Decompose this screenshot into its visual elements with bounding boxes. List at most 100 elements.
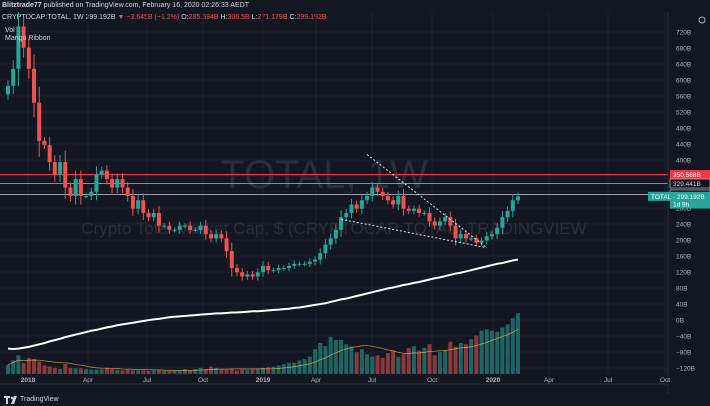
volume-bar xyxy=(261,367,265,374)
volume-bar xyxy=(208,366,213,374)
candle-body xyxy=(177,225,182,230)
volume-bar xyxy=(463,344,468,374)
candle-body xyxy=(208,234,213,239)
volume-bar xyxy=(318,343,323,374)
candle-body xyxy=(266,265,271,271)
candle-body xyxy=(385,196,390,201)
candle-body xyxy=(214,234,219,239)
price-tag-box xyxy=(669,178,710,189)
price-tag-label: 1d 9h xyxy=(673,202,690,209)
mango-ribbon-legend[interactable]: Mango Ribbon xyxy=(5,35,51,42)
volume-bar xyxy=(214,367,219,374)
candle-body xyxy=(453,225,458,239)
volume-bar xyxy=(255,368,260,374)
y-tick-label: 640B xyxy=(676,62,691,69)
price-tag-box xyxy=(648,191,710,201)
volume-bar xyxy=(21,362,26,374)
volume-bar xyxy=(240,369,245,374)
candle-body xyxy=(448,217,453,226)
volume-bar xyxy=(130,370,135,374)
volume-bar xyxy=(401,354,406,374)
candle-body xyxy=(63,162,68,188)
grid xyxy=(0,12,668,374)
y-tick-label: 280B xyxy=(676,206,691,213)
volume-bar xyxy=(391,350,396,374)
chart-header: Blitztrade77 published on TradingView.co… xyxy=(2,0,326,21)
y-tick-label: 400B xyxy=(676,158,691,165)
candle-body xyxy=(234,268,239,273)
volume-bar xyxy=(84,369,89,374)
volume-bar xyxy=(443,350,448,374)
x-tick-label: Apr xyxy=(83,377,94,384)
x-tick-label: Jul xyxy=(368,377,377,384)
y-tick-label: 240B xyxy=(676,222,691,229)
candle-body xyxy=(505,210,510,218)
candle-body xyxy=(391,200,396,205)
candle-body xyxy=(313,259,318,262)
candle-body xyxy=(489,234,494,237)
price-tag-label: 329.441B xyxy=(673,181,701,188)
volume-bar xyxy=(63,364,68,374)
candle-body xyxy=(323,244,328,254)
volume-bar xyxy=(385,352,390,374)
high-label: H: xyxy=(220,14,228,21)
symbol-title[interactable]: CRYPTOCAP:TOTAL, 1W xyxy=(2,14,84,21)
candle-body xyxy=(255,272,260,277)
low-label: L: xyxy=(251,14,258,21)
footer: TradingView xyxy=(0,394,710,406)
x-tick-label: 2020 xyxy=(486,377,501,384)
candle-body xyxy=(16,26,21,69)
candle-body xyxy=(250,274,255,277)
volume-bar xyxy=(516,313,520,374)
y-tick-label: 560B xyxy=(676,94,691,101)
tradingview-logo-icon xyxy=(4,396,17,404)
candle-body xyxy=(510,200,515,211)
candle-body xyxy=(125,187,130,196)
publish-info: published on TradingView.com, February 1… xyxy=(43,2,249,9)
volume-ma-line xyxy=(7,329,519,371)
candle-body xyxy=(151,212,156,218)
author-name[interactable]: Blitztrade77 xyxy=(2,2,42,9)
candle-body xyxy=(78,179,83,196)
volume-bar xyxy=(271,366,276,374)
price-change: ▼ −3.645B (−1.2%) xyxy=(117,14,180,21)
volume-bar xyxy=(365,354,370,374)
candle-body xyxy=(21,26,26,48)
candle-body xyxy=(229,251,234,269)
candle-body xyxy=(32,68,37,103)
wedge-lower-trendline xyxy=(340,218,487,249)
volume-bar xyxy=(156,370,161,374)
volume-bar xyxy=(375,355,380,374)
price-tag-label: 350.568B xyxy=(673,172,701,179)
volume-legend[interactable]: Vol xyxy=(5,27,15,34)
volume-bar xyxy=(370,356,375,374)
candle-body xyxy=(52,162,57,175)
candle-body xyxy=(130,196,135,209)
volume-bar xyxy=(193,369,198,374)
candle-body xyxy=(287,265,292,269)
x-tick-label: Apr xyxy=(544,377,555,384)
volume-bar xyxy=(484,329,489,374)
volume-bar xyxy=(245,369,250,374)
volume-bar xyxy=(146,370,151,374)
volume-bar xyxy=(474,335,479,374)
volume-bar xyxy=(281,364,286,374)
candle-body xyxy=(406,208,411,211)
x-tick-label: Oct xyxy=(660,377,670,384)
chart-area[interactable]: TOTAL, 1W Crypto Total Market Cap, $ (CRY… xyxy=(0,9,710,394)
volume-bar xyxy=(422,347,427,374)
y-tick-label: 600B xyxy=(676,78,691,85)
candle-body xyxy=(495,227,500,235)
candle-body xyxy=(94,174,99,192)
tradingview-brand[interactable]: TradingView xyxy=(20,396,59,403)
y-tick-label: 40B xyxy=(676,302,688,309)
candle-body xyxy=(344,212,349,218)
volume-bar xyxy=(448,341,453,374)
candle-body xyxy=(203,225,208,235)
volume-bar xyxy=(32,359,37,374)
volume-bar xyxy=(94,369,99,374)
mango-ribbon-line xyxy=(7,258,519,350)
candle-body xyxy=(37,102,42,141)
volume-bar xyxy=(11,360,16,374)
